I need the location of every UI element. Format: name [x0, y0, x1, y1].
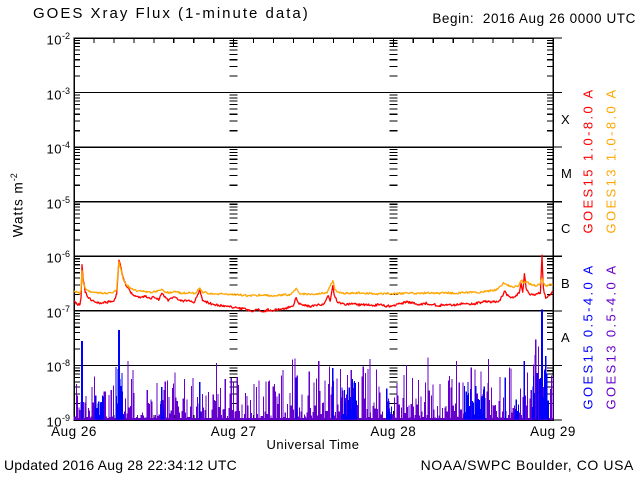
flux-class-a: A	[561, 330, 570, 346]
flux-class-x: X	[561, 111, 570, 127]
chart-title: GOES Xray Flux (1-minute data)	[33, 5, 310, 22]
flux-class-b: B	[561, 275, 570, 291]
x-tick-label: Aug 28	[370, 424, 417, 439]
begin-timestamp: Begin: 2016 Aug 26 0000 UTC	[432, 11, 636, 26]
y-tick-label-1e-2: 10-2	[46, 31, 70, 48]
y-tick-label-1e-9: 10-9	[46, 413, 70, 430]
legend-goes13-0-5-4-0-a: GOES13 0.5-4.0 A	[603, 263, 619, 410]
flux-class-c: C	[561, 221, 571, 236]
y-tick-label-1e-3: 10-3	[46, 85, 70, 102]
x-tick-label: Aug 27	[210, 424, 257, 439]
x-tick-label: Aug 26	[51, 424, 97, 439]
x-axis-label: Universal Time	[266, 437, 360, 452]
updated-timestamp: Updated 2016 Aug 28 22:34:12 UTC	[4, 457, 237, 473]
y-axis-label-exponent: -2	[8, 173, 19, 182]
flux-class-m: M	[561, 166, 572, 182]
x-tick-label: Aug 29	[530, 424, 576, 439]
y-tick-label-1e-6: 10-6	[46, 249, 70, 266]
y-tick-label-1e-8: 10-8	[46, 358, 70, 375]
legend-goes15-0-5-4-0-a: GOES15 0.5-4.0 A	[580, 263, 596, 410]
y-tick-label-1e-7: 10-7	[46, 303, 70, 321]
y-tick-label-1e-4: 10-4	[46, 140, 70, 157]
source-credit: NOAA/SWPC Boulder, CO USA	[420, 457, 634, 473]
y-tick-label-1e-5: 10-5	[46, 194, 70, 212]
